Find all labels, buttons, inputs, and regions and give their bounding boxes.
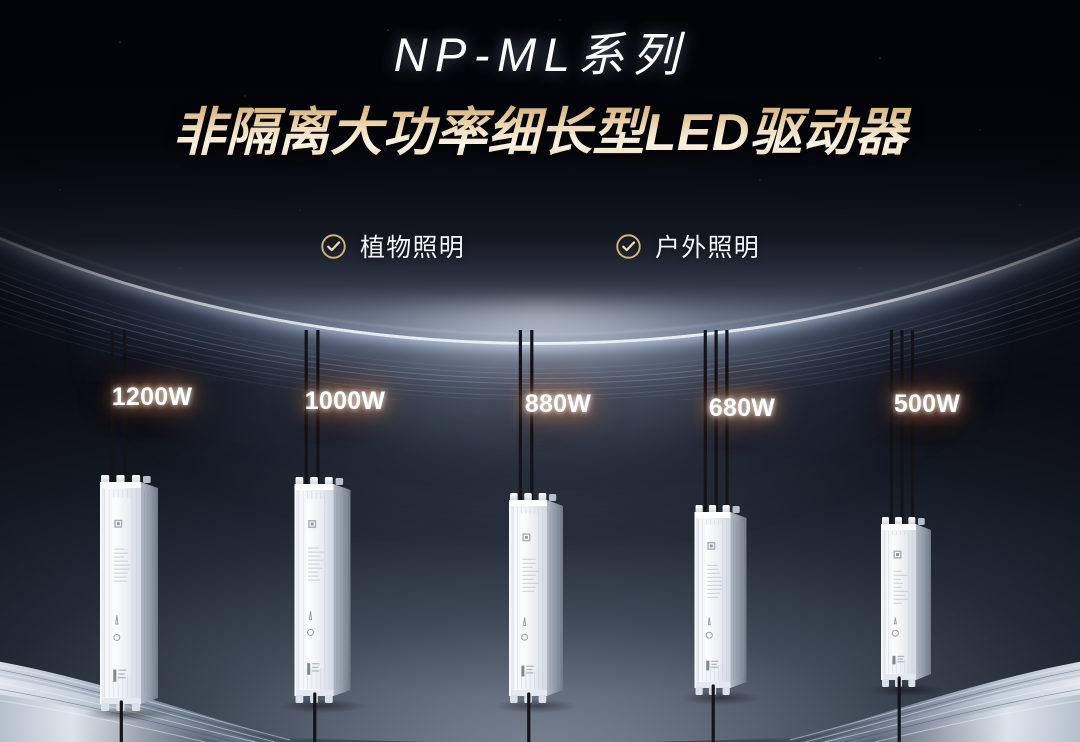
series-title: NP-ML系列 [0,16,1080,85]
wattage-label: 1000W [305,387,385,416]
badge-label: 户外照明 [655,228,760,264]
wattage-label: 880W [525,390,591,419]
product-banner: NP-ML系列 非隔离大功率细长型LED驱动器 植物照明 户外照明 1200W 1… [0,0,1080,742]
product-unit [721,330,764,742]
wattage-label: 680W [709,394,775,423]
check-circle-icon [615,233,642,260]
check-circle-icon [320,233,347,260]
badge-label: 植物照明 [360,228,465,264]
wattage-label: 1200W [112,383,192,412]
feature-badges: 植物照明 户外照明 [0,228,1080,264]
headline: 非隔离大功率细长型LED驱动器 [0,90,1080,165]
badge-outdoor-lighting: 户外照明 [615,228,760,264]
badge-plant-lighting: 植物照明 [320,228,465,264]
wattage-label: 500W [894,390,960,419]
